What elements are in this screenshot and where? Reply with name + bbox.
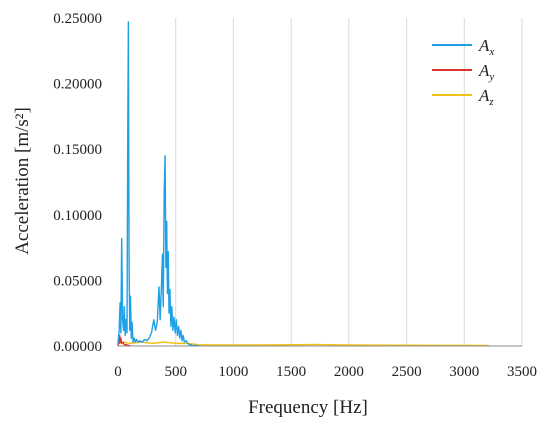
x-tick-label: 1000: [218, 364, 248, 380]
x-axis-title: Frequency [Hz]: [248, 397, 368, 418]
x-tick-label: 500: [164, 364, 187, 380]
x-tick-label: 2000: [334, 364, 364, 380]
legend: Ax Ay Az: [432, 36, 494, 108]
series-layer: [117, 21, 490, 347]
x-tick-label: 0: [114, 364, 122, 380]
series-line-ax: [117, 21, 199, 347]
gridlines: [175, 18, 523, 346]
series-line-az: [117, 341, 490, 347]
y-tick-label: 0.15000: [53, 142, 102, 158]
y-axis-title: Acceleration [m/s²]: [12, 107, 33, 255]
y-tick-label: 0.10000: [53, 208, 102, 224]
x-tick-label: 1500: [276, 364, 306, 380]
y-tick-label: 0.00000: [53, 339, 102, 355]
x-tick-label: 2500: [392, 364, 422, 380]
y-tick-label: 0.20000: [53, 77, 102, 93]
series-line-ay: [117, 334, 131, 347]
tick-labels: 0 500 1000 1500 2000 2500 3000 3500 0.00000 0.050…: [53, 11, 537, 380]
legend-label-az: Az: [478, 86, 494, 108]
y-tick-label: 0.05000: [53, 273, 102, 289]
legend-label-ay: Ay: [478, 61, 494, 83]
x-tick-label: 3000: [449, 364, 479, 380]
legend-label-ax: Ax: [478, 36, 494, 58]
y-tick-label: 0.25000: [53, 11, 102, 27]
x-tick-label: 3500: [507, 364, 537, 380]
